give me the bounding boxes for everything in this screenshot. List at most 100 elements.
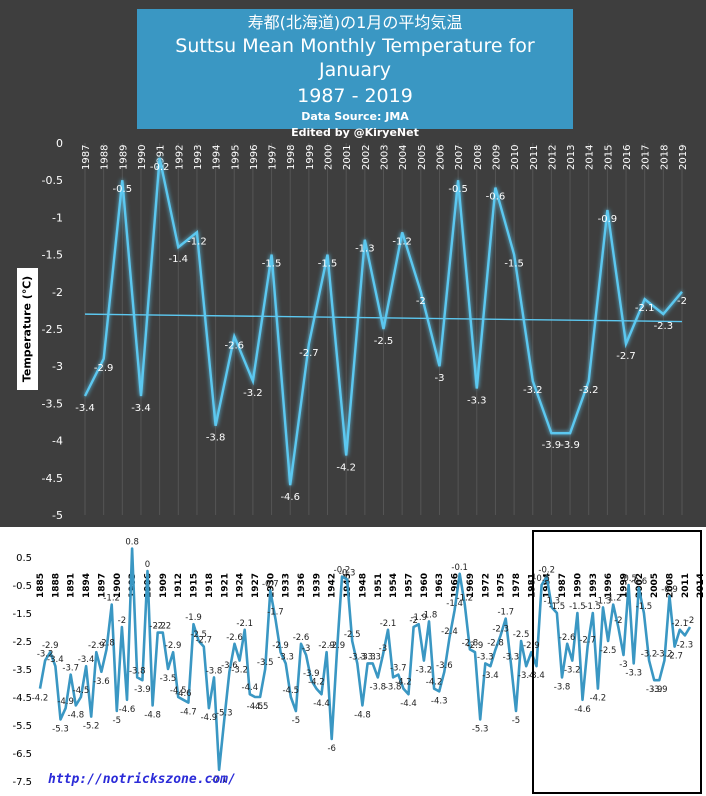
data-label: -4.4: [313, 699, 330, 709]
data-label: -1.3: [595, 596, 612, 606]
title-english: Suttsu Mean Monthly Temperature for Janu…: [175, 35, 535, 81]
data-label: -2.5: [344, 630, 361, 640]
data-label: -4.8: [68, 710, 85, 720]
series-line: [83, 157, 683, 486]
data-label: -0.6: [486, 192, 506, 203]
x-tick-label: 1999: [619, 573, 629, 598]
data-label: -2.7: [579, 636, 596, 646]
data-label: -5: [292, 716, 300, 726]
source-url[interactable]: http://notrickszone.com/: [48, 772, 236, 787]
data-label: -5.2: [83, 722, 100, 732]
data-label: -3.4: [78, 655, 95, 665]
y-tick-label: -1.5: [12, 609, 32, 620]
data-label: -3.9: [646, 685, 663, 695]
data-label: -4.9: [57, 697, 74, 707]
data-label: -3: [379, 644, 387, 654]
data-label: -2.9: [272, 641, 289, 651]
x-tick-label: 1960: [420, 573, 430, 598]
data-label: -0.3: [339, 568, 356, 578]
x-tick-label: 1987: [558, 573, 568, 598]
data-label: -2.5: [513, 630, 530, 640]
y-tick-label: -4: [52, 435, 63, 448]
data-label: -2: [677, 296, 687, 307]
data-label: -2.2: [149, 622, 166, 632]
x-tick-label: 2010: [510, 145, 521, 170]
x-tick-label: 2001: [342, 145, 353, 170]
data-label: -1.5: [318, 259, 338, 270]
data-label: -3.2: [523, 385, 543, 396]
data-label: -3.4: [482, 671, 499, 681]
data-label: -2: [409, 616, 417, 626]
data-label: -4.2: [336, 462, 356, 473]
y-tick-label: -2: [52, 286, 63, 299]
x-tick-label: 2009: [491, 145, 502, 170]
x-tick-label: 1888: [51, 573, 61, 598]
x-tick-label: 1885: [36, 573, 46, 598]
x-tick-label: 2011: [681, 573, 691, 598]
data-label: -1.3: [355, 244, 375, 255]
x-tick-label: 1954: [389, 573, 399, 598]
data-label: -5: [512, 716, 520, 726]
y-tick-label: -6.5: [12, 749, 32, 760]
x-tick-label: 1972: [481, 573, 491, 598]
data-label: -3.4: [518, 671, 535, 681]
data-label: -2.7: [195, 636, 212, 646]
data-label: -2.7: [299, 348, 319, 359]
x-tick-label: 1989: [118, 145, 129, 170]
x-tick-label: 1939: [312, 573, 322, 598]
x-tick-label: 1996: [249, 145, 260, 170]
data-label: -3.5: [160, 674, 177, 684]
data-label: -3.8: [129, 666, 146, 676]
data-label: -3.7: [390, 664, 407, 674]
x-tick-label: 1927: [251, 573, 261, 598]
x-tick-label: 2005: [417, 145, 428, 170]
data-label: 0.8: [125, 538, 139, 548]
x-tick-label: 1900: [113, 573, 123, 598]
data-label: -1.2: [103, 594, 120, 604]
data-label: -1.4: [446, 599, 463, 609]
data-label: -1.2: [392, 236, 412, 247]
data-label: -4.5: [247, 702, 264, 712]
data-label: -2.1: [635, 303, 655, 314]
x-tick-label: 1993: [589, 573, 599, 598]
x-tick-label: 1894: [82, 573, 92, 598]
data-label: -0.9: [598, 214, 618, 225]
x-tick-label: 1990: [573, 573, 583, 598]
top-chart: 0 -0.5 -1 -1.5 -2 -2.5 -3 -3.5 -4 -4.5 -5 1987 1988…: [42, 137, 689, 522]
x-tick-label: 2002: [635, 573, 645, 598]
x-tick-label: 2012: [547, 145, 558, 170]
data-label: -1.3: [544, 596, 561, 606]
data-label: -3.9: [651, 685, 668, 695]
data-label: -2.2: [155, 622, 172, 632]
y-tick-label: -3.5: [42, 397, 63, 410]
data-label: -3.6: [221, 661, 238, 671]
data-label: -2.8: [487, 638, 504, 648]
x-tick-label: 2019: [678, 145, 689, 170]
x-tick-label: 1996: [604, 573, 614, 598]
x-tick-label: 2002: [361, 145, 372, 170]
data-label: -2.9: [467, 641, 484, 651]
y-tick-label: -3.5: [12, 665, 32, 676]
data-label: -2.3: [677, 640, 694, 650]
x-tick-label: 2007: [454, 145, 465, 170]
data-label: -3.8: [206, 433, 226, 444]
data-label: -3.8: [369, 682, 386, 692]
data-label: -3.3: [625, 668, 642, 678]
data-label: -2.9: [329, 641, 346, 651]
data-label: -2: [686, 616, 694, 626]
data-label: -2.7: [616, 351, 636, 362]
data-label: -1.5: [262, 259, 282, 270]
data-label: -2.7: [666, 652, 683, 662]
data-label: -0.6: [631, 577, 648, 587]
data-label: -5.3: [52, 724, 69, 734]
x-tick-label: 1948: [358, 573, 368, 598]
data-label: -5.3: [472, 724, 489, 734]
data-label: -3: [434, 373, 444, 384]
data-label: -3.9: [560, 440, 580, 451]
data-label: -4.8: [354, 710, 371, 720]
data-label: -2.3: [492, 624, 509, 634]
x-tick-label: 1912: [174, 573, 184, 598]
x-tick-label: 1998: [286, 145, 297, 170]
data-label: -2: [416, 296, 426, 307]
